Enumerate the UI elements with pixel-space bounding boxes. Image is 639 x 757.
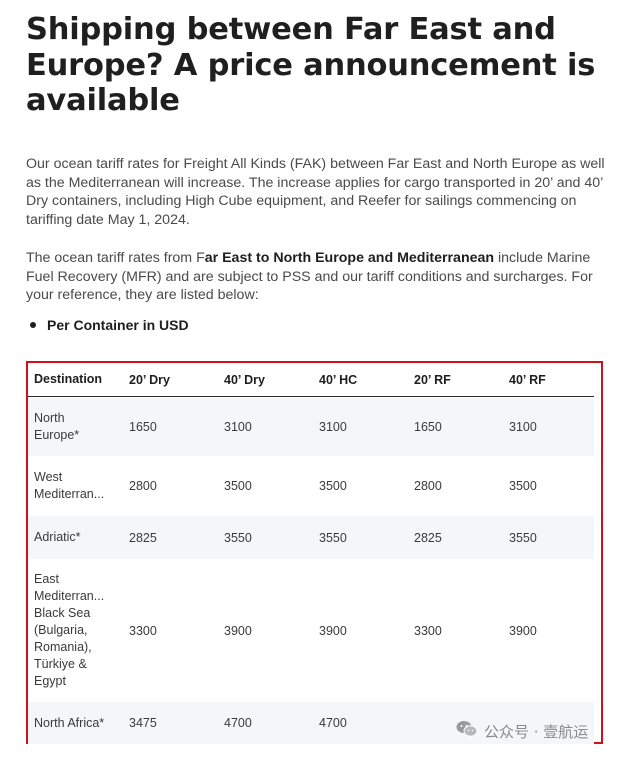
row-cell: 3500: [319, 479, 347, 493]
row-cell: 3500: [509, 479, 537, 493]
row-cell: 3100: [509, 420, 537, 434]
row-cell: 3100: [319, 420, 347, 434]
row-cell: 3550: [224, 530, 252, 545]
rates-paragraph-end: include Marine Fuel Recovery (MFR) and a…: [26, 250, 593, 304]
bullet-dot-icon: [30, 322, 36, 328]
row-cell: 2825: [129, 530, 157, 545]
row-cell: 3475: [129, 716, 157, 730]
row-cell: 4700: [319, 716, 347, 730]
table-row: East Mediterran... Black Sea (Bulgaria, …: [28, 559, 594, 702]
row-destination: West Mediterran...: [34, 470, 105, 501]
row-destination: Adriatic*: [34, 530, 81, 544]
intro-paragraph: Our ocean tariff rates for Freight All K…: [26, 156, 605, 228]
tariff-table: Destination 20’ Dry 40’ Dry 40’ HC 20’ R…: [26, 361, 603, 744]
row-destination: North Africa*: [34, 715, 105, 730]
header-40-hc: 40’ HC: [319, 372, 358, 387]
row-cell: 3550: [319, 530, 347, 545]
row-destination: East Mediterran... Black Sea (Bulgaria, …: [34, 572, 105, 688]
table-row: Adriatic* 2825 3550 3550 2825 3550: [28, 516, 594, 559]
row-cell: 3300: [414, 623, 442, 638]
bullet-item: Per Container in USD: [30, 317, 189, 333]
row-cell: 1650: [129, 420, 157, 434]
page-title: Shipping between Far East and Europe? A …: [26, 12, 596, 118]
row-cell: 2800: [129, 479, 157, 493]
table-row: North Africa* 3475 4700 4700: [28, 702, 594, 744]
table-header-row: Destination 20’ Dry 40’ Dry 40’ HC 20’ R…: [28, 363, 594, 397]
watermark-text: 公众号 · 壹航运: [484, 722, 589, 741]
row-cell: 3550: [509, 530, 537, 545]
table-row: West Mediterran... 2800 3500 3500 2800 3…: [28, 456, 594, 516]
header-destination: Destination: [34, 372, 103, 386]
row-cell: 2800: [414, 479, 442, 493]
row-cell: 3900: [319, 623, 347, 638]
bullet-label: Per Container in USD: [47, 317, 189, 333]
rates-paragraph: The ocean tariff rates from Far East to …: [26, 249, 606, 305]
row-destination: North Europe*: [34, 411, 80, 442]
table-row: North Europe* 1650 3100 3100 1650 3100: [28, 398, 594, 456]
header-20-rf: 20’ RF: [414, 372, 451, 387]
row-cell: 4700: [224, 716, 252, 730]
row-cell: 2825: [414, 530, 442, 545]
wechat-icon: [456, 720, 478, 742]
row-cell: 3900: [224, 623, 252, 638]
row-cell: 3900: [509, 623, 537, 638]
row-cell: 3300: [129, 623, 157, 638]
header-20-dry: 20’ Dry: [129, 372, 171, 387]
rates-paragraph-route: ar East to North Europe and Mediterranea…: [204, 250, 495, 266]
rates-paragraph-start: The ocean tariff rates from F: [26, 250, 205, 266]
header-40-dry: 40’ Dry: [224, 372, 266, 387]
row-cell: 3100: [224, 420, 252, 434]
watermark: 公众号 · 壹航运: [456, 720, 588, 742]
row-cell: 1650: [414, 420, 442, 434]
row-cell: 3500: [224, 479, 252, 493]
header-40-rf: 40’ RF: [509, 372, 546, 387]
